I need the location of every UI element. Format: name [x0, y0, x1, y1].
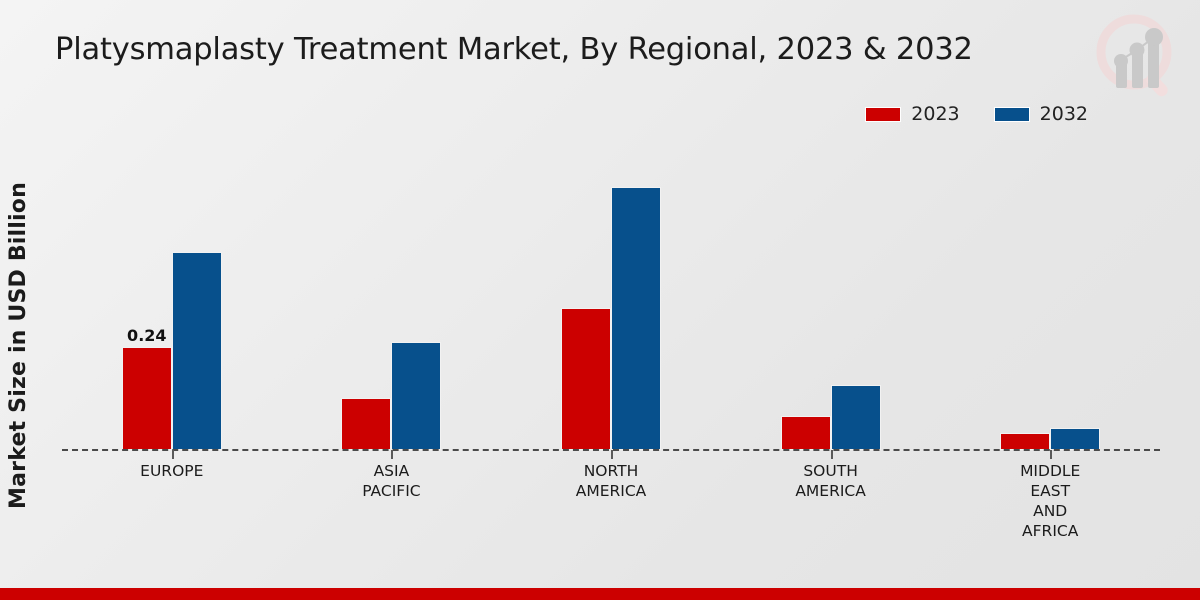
bar-2032-europe[interactable]	[171, 251, 222, 450]
chart-title: Platysmaplasty Treatment Market, By Regi…	[55, 32, 973, 67]
legend-item-2023[interactable]: 2023	[865, 103, 960, 125]
watermark-logo	[1088, 8, 1188, 104]
y-axis-title-text: Market Size in USD Billion	[5, 181, 31, 509]
x-axis-tick	[391, 450, 394, 459]
legend-swatch-2023	[865, 106, 902, 122]
bar-2023-middle-east-and-africa[interactable]	[1000, 432, 1051, 450]
x-axis-label-north: NORTH AMERICA	[575, 462, 647, 500]
bar-2023-south-america[interactable]	[780, 415, 831, 450]
x-axis-label-middle: MIDDLE EAST AND AFRICA	[1020, 462, 1081, 540]
legend-label-2032: 2032	[1039, 103, 1088, 125]
x-axis-label-asia: ASIA PACIFIC	[362, 462, 421, 500]
bar-value-label: 0.24	[127, 325, 167, 345]
bar-group: 0.24	[121, 140, 222, 450]
bar-2023-europe[interactable]: 0.24	[121, 326, 172, 450]
legend-swatch-2032	[993, 106, 1030, 122]
legend-label-2023: 2023	[911, 103, 960, 125]
x-axis-label-south: SOUTH AMERICA	[795, 462, 866, 500]
bar-2023-asia-pacific[interactable]	[341, 398, 392, 450]
bar-2032-middle-east-and-africa[interactable]	[1050, 428, 1101, 450]
y-axis-title: Market Size in USD Billion	[0, 170, 36, 520]
bar-2032-north-america[interactable]	[611, 187, 661, 450]
magnifier-bar-chart-icon	[1096, 14, 1172, 97]
plot-area: 0.24	[62, 140, 1160, 450]
bar-group	[780, 140, 881, 450]
bar-2032-south-america[interactable]	[830, 385, 881, 450]
x-axis-tick	[171, 450, 174, 459]
x-axis-tick	[1050, 450, 1053, 459]
footer-accent-bar	[0, 588, 1200, 600]
bar-group	[1000, 140, 1101, 450]
bar-group	[341, 140, 442, 450]
bar-group	[561, 140, 661, 450]
bar-2032-asia-pacific[interactable]	[391, 342, 442, 450]
bar-2023-north-america[interactable]	[561, 307, 611, 450]
chart-legend: 2023 2032	[865, 103, 1088, 125]
x-axis-label-europe: EUROPE	[140, 462, 204, 480]
x-axis-tick	[611, 450, 613, 459]
x-axis-tick	[830, 450, 833, 459]
legend-item-2032[interactable]: 2032	[993, 103, 1088, 125]
